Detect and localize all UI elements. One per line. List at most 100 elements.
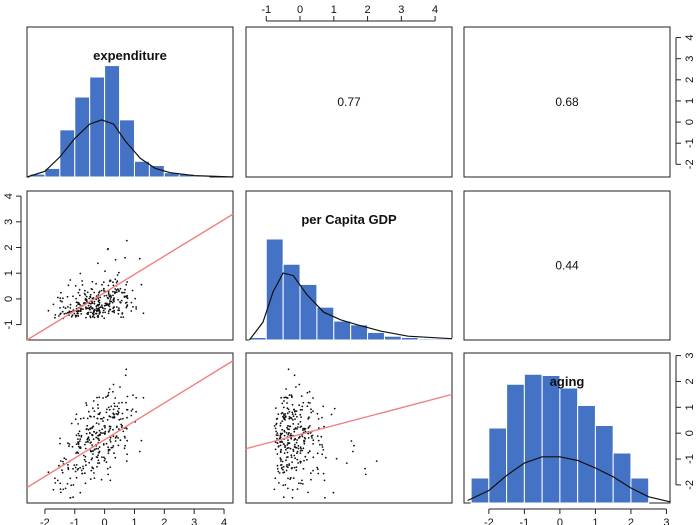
scatter-point [307, 451, 310, 454]
scatter-point [296, 415, 298, 418]
scatter-point [281, 466, 283, 469]
scatter-point [78, 430, 81, 433]
scatter-point [114, 258, 117, 261]
scatter-point [291, 395, 293, 398]
scatter-point [78, 303, 80, 306]
scatter-point [104, 430, 107, 433]
scatter-point [312, 397, 314, 399]
scatter-point [67, 306, 69, 308]
scatter-point [116, 306, 118, 308]
scatter-point [67, 468, 70, 471]
scatter-point [84, 460, 87, 463]
scatter-point [107, 452, 110, 455]
scatter-point [59, 307, 61, 309]
scatter-point [102, 281, 105, 284]
scatter-point [106, 408, 108, 411]
scatter-point [135, 396, 138, 399]
scatter-point [84, 447, 87, 450]
scatter-point [118, 307, 120, 309]
scatter-point [67, 464, 69, 466]
scatter-point [69, 279, 72, 281]
scatter-point [353, 444, 355, 447]
scatter-point [290, 417, 293, 419]
scatter-point [85, 402, 87, 404]
scatter-point [115, 426, 118, 429]
scatter-point [307, 432, 310, 435]
scatter-point [84, 455, 87, 458]
scatter-point [282, 471, 285, 474]
scatter-point [118, 271, 120, 274]
scatter-point [295, 469, 298, 472]
tick-label: 2 [684, 378, 696, 384]
scatter-point [111, 301, 114, 304]
scatter-point [100, 478, 103, 481]
scatter-point [311, 434, 314, 437]
scatter-point [287, 477, 289, 480]
scatter-point [74, 315, 77, 318]
scatter-point [296, 428, 298, 430]
scatter-point [293, 430, 296, 433]
scatter-point [126, 439, 129, 442]
scatter-point [64, 487, 67, 490]
scatter-point [88, 308, 91, 311]
scatter-point [286, 444, 289, 446]
scatter-point [105, 442, 108, 445]
scatter-point [62, 488, 65, 491]
tick-label: -1 [70, 517, 80, 525]
scatter-point [90, 469, 93, 472]
scatter-point [60, 291, 62, 294]
scatter-point [116, 280, 119, 283]
scatter-point [71, 314, 74, 317]
scatter-point [125, 401, 127, 404]
scatter-point [77, 291, 80, 294]
hist-bar [333, 320, 352, 341]
scatter-point [288, 428, 290, 431]
scatter-point [59, 437, 61, 440]
scatter-point [275, 422, 278, 425]
scatter-point [81, 284, 84, 286]
scatter-point [290, 454, 293, 457]
scatter-point [80, 435, 83, 438]
scatter-point [289, 478, 291, 480]
scatter-point [333, 407, 336, 410]
scatter-point [98, 434, 101, 437]
scatter-point [107, 312, 110, 315]
scatter-point [277, 413, 280, 415]
scatter-point [108, 295, 111, 298]
scatter-point [52, 488, 55, 491]
tick-label: -2 [684, 480, 696, 490]
hist-bar [148, 165, 165, 178]
scatter-point [307, 437, 310, 439]
scatter-point [287, 408, 290, 411]
scatter-point [294, 446, 297, 449]
scatter-point [288, 464, 290, 467]
scatter-point [118, 428, 120, 431]
scatter-point [302, 447, 305, 450]
scatter-point [84, 294, 87, 296]
tick-label: 0 [684, 119, 696, 125]
scatter-point [98, 429, 101, 432]
scatter-point [106, 302, 108, 305]
scatter-point [295, 386, 297, 388]
tick-label: 1 [592, 517, 598, 525]
scatter-point [286, 451, 289, 454]
scatter-point [286, 412, 289, 415]
scatter-point [114, 291, 117, 294]
scatter-point [93, 430, 95, 433]
scatter-point [276, 432, 279, 434]
scatter-point [67, 466, 69, 469]
scatter-point [282, 484, 285, 487]
scatter-point [274, 477, 277, 480]
scatter-point [285, 388, 287, 390]
scatter-point [310, 478, 312, 481]
scatter-point [108, 303, 111, 305]
scatter-point [323, 425, 325, 428]
scatter-point [135, 306, 138, 308]
tick-label: 1 [131, 517, 137, 525]
scatter-point [98, 462, 101, 464]
tick-label: -1 [519, 517, 529, 525]
regression-line [245, 393, 453, 450]
scatter-point [291, 413, 294, 416]
scatter-point [121, 401, 123, 404]
scatter-point [96, 465, 98, 468]
